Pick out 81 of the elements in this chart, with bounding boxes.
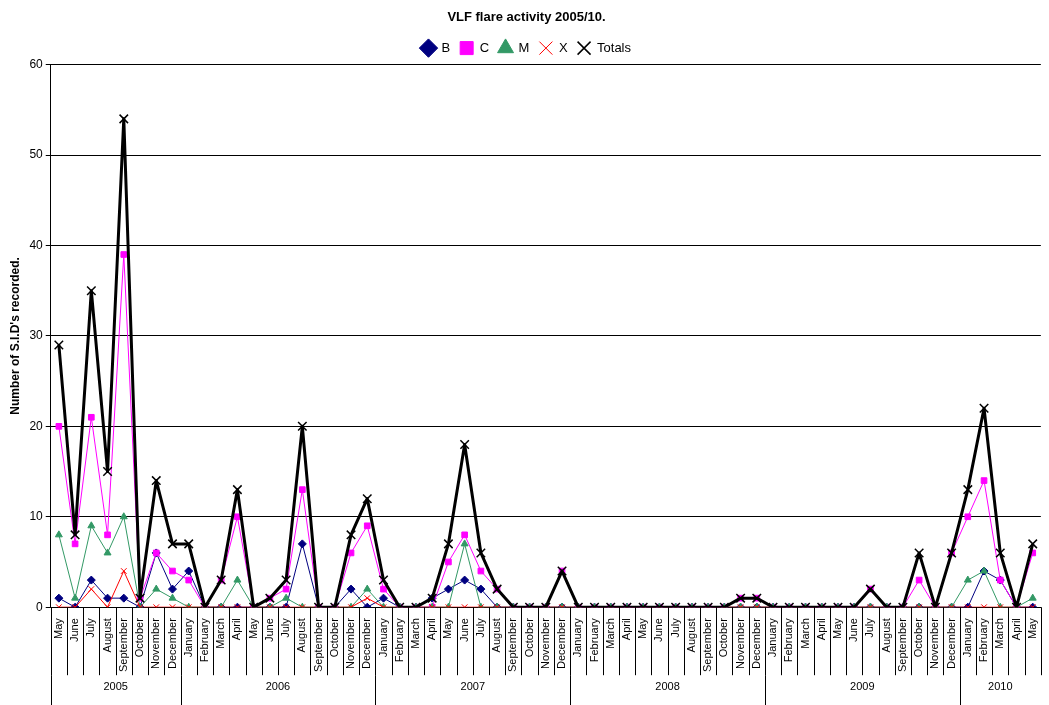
- x-tick-label: May: [830, 617, 843, 639]
- x-tick-label: July: [668, 617, 681, 638]
- x-tick-label: August: [879, 618, 892, 653]
- x-tick-label: September: [506, 617, 519, 672]
- x-tick-label: June: [262, 618, 275, 643]
- x-tick-label: March: [408, 618, 421, 649]
- x-tick-label: September: [701, 617, 714, 672]
- text: 2006: [265, 680, 291, 693]
- x-tick-label: April: [1009, 618, 1022, 641]
- y-axis-title: Number of S.I.D's recorded.: [7, 257, 22, 415]
- y-tick-label: 20: [29, 418, 44, 433]
- x-tick-label: November: [538, 617, 551, 669]
- x-tick-label: November: [344, 617, 357, 669]
- y-tick-label: 0: [36, 599, 44, 614]
- x-tick-label: February: [977, 617, 990, 663]
- legend-label: B: [441, 39, 451, 55]
- x-tick-label: September: [116, 617, 129, 672]
- x-tick-label: October: [133, 617, 146, 658]
- x-tick-label: February: [782, 617, 795, 663]
- text: 2010: [988, 680, 1013, 693]
- x-tick-label: November: [149, 617, 162, 669]
- y-tick-label: 30: [29, 328, 44, 343]
- x-tick-label: August: [100, 618, 113, 653]
- x-tick-label: August: [684, 618, 697, 653]
- x-tick-label: July: [84, 617, 97, 638]
- x-tick-label: April: [619, 618, 632, 641]
- x-tick-label: August: [490, 618, 503, 653]
- x-tick-label: January: [376, 617, 389, 658]
- legend-label: C: [479, 39, 490, 55]
- x-tick-label: April: [230, 618, 243, 641]
- x-tick-label: June: [68, 618, 81, 643]
- x-tick-label: December: [555, 617, 568, 669]
- x-tick-label: May: [1025, 617, 1038, 639]
- x-tick-label: May: [636, 617, 649, 639]
- x-tick-label: November: [733, 617, 746, 669]
- legend-label: Totals: [597, 39, 632, 55]
- x-tick-label: November: [928, 617, 941, 669]
- x-tick-label: June: [847, 618, 860, 643]
- x-tick-label: October: [717, 617, 730, 658]
- x-tick-label: January: [571, 617, 584, 658]
- y-tick-label: 10: [29, 509, 44, 524]
- x-tick-label: October: [522, 617, 535, 658]
- x-tick-label: December: [944, 617, 957, 669]
- x-tick-label: May: [441, 617, 454, 639]
- legend-label: X: [558, 39, 568, 55]
- x-tick-label: December: [360, 617, 373, 669]
- x-tick-label: January: [960, 617, 973, 658]
- chart-title: VLF flare activity 2005/10.: [447, 9, 606, 25]
- x-tick-label: February: [587, 617, 600, 663]
- x-tick-label: June: [652, 618, 665, 643]
- text: 2007: [460, 680, 485, 693]
- x-tick-label: July: [473, 617, 486, 638]
- x-tick-label: July: [863, 617, 876, 638]
- x-tick-label: July: [279, 617, 292, 638]
- x-tick-label: March: [214, 618, 227, 649]
- x-tick-label: February: [392, 617, 405, 663]
- text: 2008: [655, 680, 680, 693]
- x-tick-label: January: [766, 617, 779, 658]
- x-tick-label: December: [165, 617, 178, 669]
- x-tick-label: October: [327, 617, 340, 658]
- y-tick-label: 60: [29, 56, 44, 71]
- x-tick-label: March: [603, 618, 616, 649]
- text: 2009: [850, 680, 875, 693]
- x-tick-label: May: [51, 617, 64, 639]
- x-tick-label: May: [246, 617, 259, 639]
- legend-label: M: [518, 39, 530, 55]
- text: 2005: [103, 680, 128, 693]
- x-tick-label: April: [425, 618, 438, 641]
- x-tick-label: October: [912, 617, 925, 658]
- y-tick-label: 50: [29, 147, 44, 162]
- x-tick-label: March: [798, 618, 811, 649]
- x-tick-label: September: [311, 617, 324, 672]
- x-tick-label: January: [181, 617, 194, 658]
- x-tick-label: December: [749, 617, 762, 669]
- x-tick-label: September: [895, 617, 908, 672]
- x-tick-label: August: [295, 618, 308, 653]
- x-tick-label: February: [197, 617, 210, 663]
- x-tick-label: April: [814, 618, 827, 641]
- y-tick-label: 40: [29, 237, 44, 252]
- x-tick-label: June: [457, 618, 470, 643]
- x-tick-label: March: [993, 618, 1006, 649]
